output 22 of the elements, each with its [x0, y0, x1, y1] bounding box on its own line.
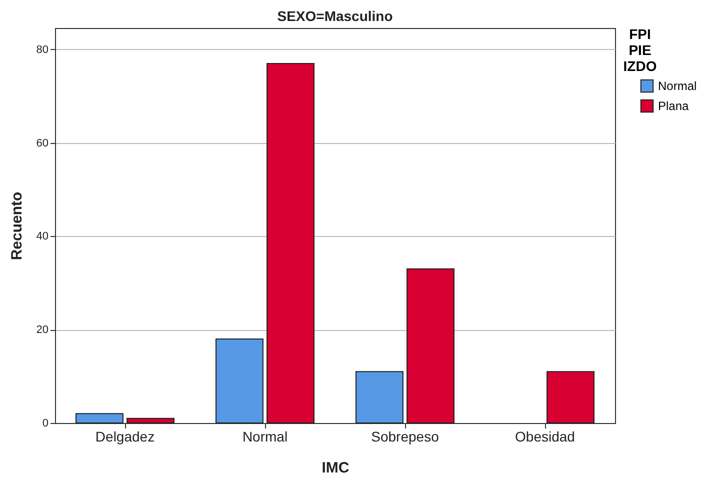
y-tick-label: 80	[36, 44, 48, 56]
x-tick-label: Sobrepeso	[371, 428, 440, 444]
bar	[266, 62, 314, 424]
bar	[216, 338, 264, 424]
x-tick-label: Delgadez	[95, 428, 155, 444]
x-tick-label: Obesidad	[515, 428, 575, 444]
bar	[546, 371, 594, 424]
x-tick-label: Normal	[242, 428, 288, 444]
bar	[126, 418, 174, 424]
x-axis-title: IMC	[322, 460, 350, 476]
legend-label: Plana	[658, 99, 690, 113]
y-tick-label: 60	[36, 137, 48, 150]
y-tick-label: 40	[36, 230, 48, 243]
bar	[356, 371, 404, 424]
y-tick-label: 20	[36, 324, 48, 336]
legend-title: FPI PIE IZDO	[623, 26, 657, 74]
y-axis-title: Recuento	[8, 192, 26, 260]
bar	[406, 268, 454, 424]
legend-label: Normal	[658, 79, 697, 93]
bar	[76, 413, 124, 424]
y-tick-label: 0	[42, 418, 48, 430]
chart-title: SEXO=Masculino	[277, 8, 393, 24]
